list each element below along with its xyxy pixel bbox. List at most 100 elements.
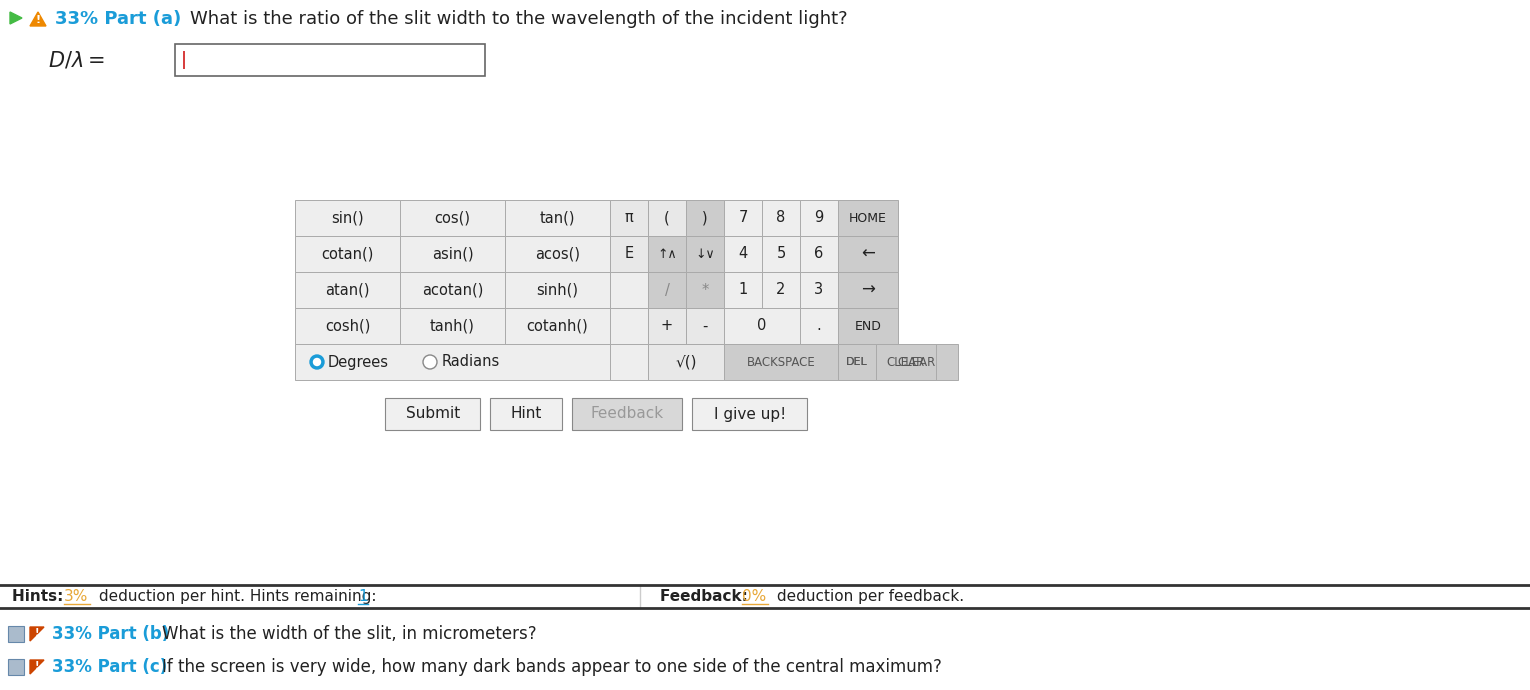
Text: ↑∧: ↑∧ <box>658 248 676 261</box>
Text: 3: 3 <box>814 282 823 297</box>
Bar <box>838 308 898 344</box>
Bar <box>399 236 505 272</box>
Bar <box>295 344 610 380</box>
Bar <box>724 272 762 308</box>
Bar <box>762 272 800 308</box>
Text: ↓∨: ↓∨ <box>695 248 715 261</box>
Text: 7: 7 <box>739 210 748 226</box>
Text: ←: ← <box>861 245 875 263</box>
Text: Submit: Submit <box>405 406 461 422</box>
Text: CLEAR: CLEAR <box>898 355 936 368</box>
Text: 1: 1 <box>739 282 748 297</box>
Bar <box>295 272 399 308</box>
Bar <box>399 200 505 236</box>
Bar <box>838 272 898 308</box>
Text: sinh(): sinh() <box>537 282 578 297</box>
Text: √(): √() <box>675 355 696 370</box>
Bar <box>491 398 563 430</box>
Bar <box>762 200 800 236</box>
Bar <box>724 344 838 380</box>
Text: 33% Part (c): 33% Part (c) <box>52 658 167 676</box>
Bar <box>610 272 649 308</box>
Bar <box>505 236 610 272</box>
Bar <box>610 236 649 272</box>
Bar <box>649 236 685 272</box>
Bar <box>685 236 724 272</box>
Text: (: ( <box>664 210 670 226</box>
Bar <box>800 200 838 236</box>
Bar <box>877 344 958 380</box>
Bar <box>649 272 685 308</box>
Bar <box>877 344 936 380</box>
Bar <box>800 236 838 272</box>
Text: Feedback:: Feedback: <box>659 589 753 604</box>
Text: 4: 4 <box>739 246 748 262</box>
Text: cotan(): cotan() <box>321 246 373 262</box>
Bar <box>174 44 485 76</box>
Polygon shape <box>11 12 21 24</box>
Bar <box>295 200 399 236</box>
Text: 0%: 0% <box>742 589 767 604</box>
Text: DEL: DEL <box>846 357 868 367</box>
Text: cos(): cos() <box>435 210 471 226</box>
Text: acos(): acos() <box>536 246 580 262</box>
Bar <box>724 308 800 344</box>
Text: Hints:: Hints: <box>12 589 69 604</box>
Text: CLEAR: CLEAR <box>887 355 926 368</box>
Text: Feedback: Feedback <box>591 406 664 422</box>
Text: π: π <box>624 210 633 226</box>
Text: /: / <box>664 282 670 297</box>
Text: BACKSPACE: BACKSPACE <box>747 355 815 368</box>
Text: I give up!: I give up! <box>715 406 786 422</box>
Bar <box>693 398 808 430</box>
Bar <box>685 272 724 308</box>
Bar <box>610 344 649 380</box>
Bar <box>386 398 480 430</box>
Text: What is the width of the slit, in micrometers?: What is the width of the slit, in microm… <box>162 625 537 643</box>
Text: 3%: 3% <box>64 589 89 604</box>
Text: !: ! <box>35 661 40 671</box>
Bar <box>685 200 724 236</box>
Text: deduction per feedback.: deduction per feedback. <box>773 589 964 604</box>
Text: 9: 9 <box>814 210 823 226</box>
Bar <box>505 200 610 236</box>
Bar <box>610 200 649 236</box>
Bar <box>399 308 505 344</box>
Text: Hint: Hint <box>511 406 542 422</box>
Text: atan(): atan() <box>326 282 370 297</box>
Bar <box>685 308 724 344</box>
Bar <box>572 398 682 430</box>
Text: What is the ratio of the slit width to the wavelength of the incident light?: What is the ratio of the slit width to t… <box>190 10 848 28</box>
Text: 8: 8 <box>776 210 785 226</box>
Circle shape <box>311 355 324 369</box>
Bar <box>8 626 24 642</box>
Bar <box>8 659 24 675</box>
Text: -: - <box>702 319 708 333</box>
Bar <box>838 200 898 236</box>
Bar <box>800 272 838 308</box>
Bar <box>838 344 877 380</box>
Text: 33% Part (b): 33% Part (b) <box>52 625 170 643</box>
Text: cosh(): cosh() <box>324 319 370 333</box>
Bar <box>295 236 399 272</box>
Text: END: END <box>855 319 881 333</box>
Bar <box>649 308 685 344</box>
Polygon shape <box>31 660 44 674</box>
Text: tan(): tan() <box>540 210 575 226</box>
Text: 0: 0 <box>757 319 767 333</box>
Bar <box>649 344 724 380</box>
Text: DEL: DEL <box>846 357 868 367</box>
Text: *: * <box>701 282 708 297</box>
Text: If the screen is very wide, how many dark bands appear to one side of the centra: If the screen is very wide, how many dar… <box>162 658 942 676</box>
Text: acotan(): acotan() <box>422 282 483 297</box>
Bar <box>649 200 685 236</box>
Circle shape <box>314 359 320 366</box>
Text: asin(): asin() <box>431 246 473 262</box>
Bar <box>762 236 800 272</box>
Text: 6: 6 <box>814 246 823 262</box>
Bar <box>505 308 610 344</box>
Text: 2: 2 <box>776 282 786 297</box>
Text: →: → <box>861 281 875 299</box>
Text: sin(): sin() <box>330 210 364 226</box>
Polygon shape <box>31 12 46 26</box>
